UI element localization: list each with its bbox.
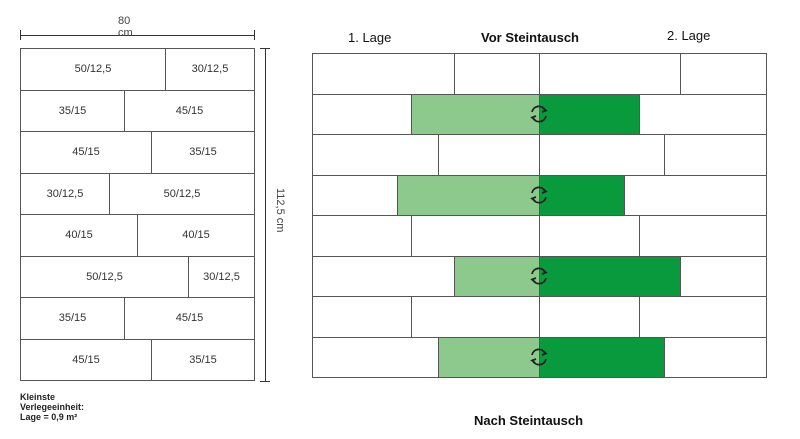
- diagram-brick: [539, 134, 665, 176]
- diagram-brick: [539, 296, 640, 338]
- swap-arrows-icon: [530, 348, 548, 366]
- layer1-label: 1. Lage: [348, 30, 392, 45]
- brick: 50/12,5: [20, 48, 166, 91]
- diagram-brick: [539, 53, 681, 95]
- diagram-brick: [438, 134, 540, 176]
- diagram-brick: [312, 296, 412, 338]
- title-bottom: Nach Steintausch: [474, 413, 584, 428]
- swap-arrows-icon: [530, 186, 548, 204]
- diagram-brick: [411, 296, 540, 338]
- brick: 40/15: [20, 214, 138, 257]
- width-dimension-line: [20, 35, 255, 36]
- brick: 40/15: [137, 214, 255, 257]
- swapped-brick-light: [411, 93, 540, 135]
- title-top: Vor Steintausch: [481, 30, 580, 45]
- diagram-brick: [639, 215, 767, 257]
- height-dimension-line: [265, 48, 266, 382]
- swap-arrows-icon: [530, 105, 548, 123]
- brick: 35/15: [151, 338, 255, 381]
- swapped-brick-dark: [539, 93, 640, 135]
- diagram-brick: [454, 53, 540, 95]
- diagram-brick: [680, 255, 767, 297]
- diagram-brick: [411, 215, 540, 257]
- swapped-brick-light: [438, 336, 540, 378]
- height-dimension-tick-bottom: [260, 381, 270, 382]
- diagram-brick: [312, 174, 398, 216]
- footnote: Kleinste Verlegeeinheit: Lage = 0,9 m²: [20, 392, 85, 422]
- brick: 45/15: [20, 338, 152, 381]
- swapped-brick-dark: [539, 255, 681, 297]
- brick: 35/15: [20, 89, 125, 132]
- diagram-brick: [624, 174, 767, 216]
- diagram-brick: [312, 53, 455, 95]
- brick: 45/15: [20, 131, 152, 174]
- brick: 30/12,5: [188, 255, 255, 298]
- diagram-brick: [312, 134, 439, 176]
- diagram-brick: [312, 93, 412, 135]
- height-dimension-tick-top: [260, 48, 270, 49]
- width-dimension-tick-left: [20, 30, 21, 40]
- swap-arrows-icon: [530, 267, 548, 285]
- brick: 50/12,5: [109, 172, 255, 215]
- brick: 45/15: [124, 89, 255, 132]
- brick: 45/15: [124, 297, 255, 340]
- diagram-brick: [312, 255, 455, 297]
- diagram-brick: [312, 215, 412, 257]
- diagram-brick: [639, 93, 767, 135]
- brick: 35/15: [151, 131, 255, 174]
- brick: 30/12,5: [165, 48, 255, 91]
- diagram-brick: [312, 336, 439, 378]
- width-dimension-tick-right: [254, 30, 255, 40]
- diagram-brick: [664, 336, 767, 378]
- diagram-brick: [539, 215, 640, 257]
- brick: 30/12,5: [20, 172, 110, 215]
- swapped-brick-dark: [539, 336, 665, 378]
- brick: 50/12,5: [20, 255, 189, 298]
- height-label: 112,5 cm: [274, 188, 286, 233]
- swapped-brick-light: [397, 174, 540, 216]
- diagram-brick: [639, 296, 767, 338]
- brick: 35/15: [20, 297, 125, 340]
- width-label: 80 cm: [118, 15, 133, 39]
- layer2-label: 2. Lage: [667, 28, 711, 43]
- diagram-brick: [664, 134, 767, 176]
- swapped-brick-dark: [539, 174, 625, 216]
- diagram-brick: [680, 53, 767, 95]
